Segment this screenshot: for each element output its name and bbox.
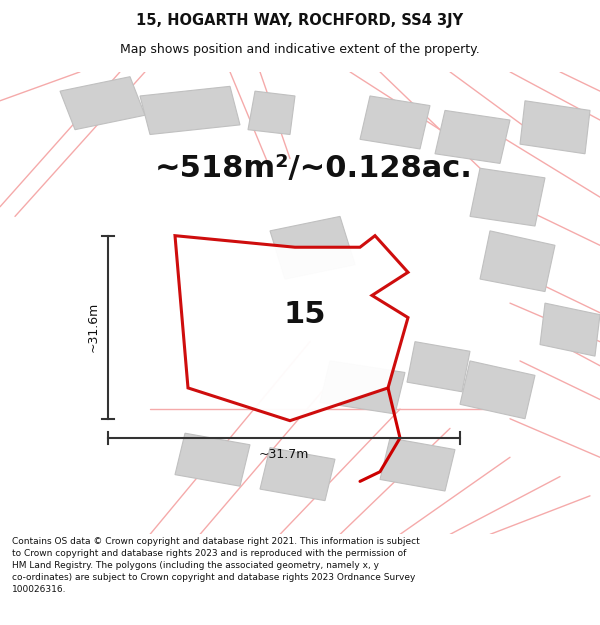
Polygon shape bbox=[520, 101, 590, 154]
Text: 15: 15 bbox=[284, 300, 326, 329]
Polygon shape bbox=[540, 303, 600, 356]
Polygon shape bbox=[175, 236, 408, 421]
Text: 15, HOGARTH WAY, ROCHFORD, SS4 3JY: 15, HOGARTH WAY, ROCHFORD, SS4 3JY bbox=[136, 12, 464, 28]
Text: ~518m²/~0.128ac.: ~518m²/~0.128ac. bbox=[155, 154, 473, 182]
Polygon shape bbox=[460, 361, 535, 419]
Text: Map shows position and indicative extent of the property.: Map shows position and indicative extent… bbox=[120, 43, 480, 56]
Polygon shape bbox=[60, 77, 145, 129]
Text: Contains OS data © Crown copyright and database right 2021. This information is : Contains OS data © Crown copyright and d… bbox=[12, 538, 420, 594]
Polygon shape bbox=[470, 168, 545, 226]
Polygon shape bbox=[175, 433, 250, 486]
Polygon shape bbox=[435, 111, 510, 163]
Text: ~31.6m: ~31.6m bbox=[87, 302, 100, 352]
Polygon shape bbox=[270, 216, 355, 279]
Polygon shape bbox=[260, 448, 335, 501]
Polygon shape bbox=[360, 96, 430, 149]
Polygon shape bbox=[248, 91, 295, 134]
Polygon shape bbox=[480, 231, 555, 291]
Text: ~31.7m: ~31.7m bbox=[259, 448, 309, 461]
Polygon shape bbox=[380, 438, 455, 491]
Polygon shape bbox=[407, 342, 470, 392]
Polygon shape bbox=[140, 86, 240, 134]
Polygon shape bbox=[320, 361, 405, 414]
